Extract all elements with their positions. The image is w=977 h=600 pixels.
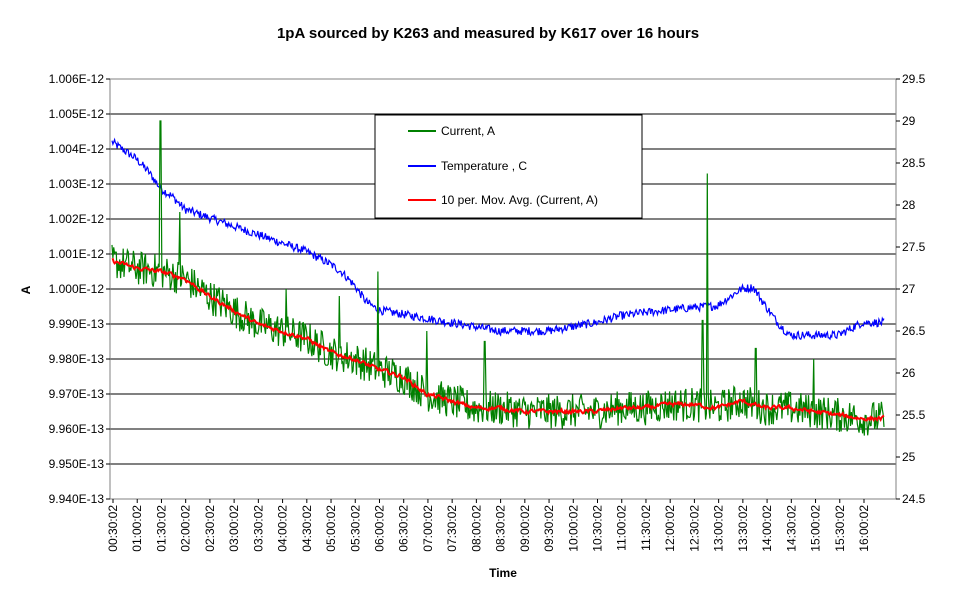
x-tick-label: 13:00:02: [712, 505, 726, 552]
x-tick-label: 02:00:02: [179, 505, 193, 552]
x-tick-label: 00:30:02: [106, 505, 120, 552]
chart-title: 1pA sourced by K263 and measured by K617…: [277, 25, 699, 42]
x-tick-label: 07:00:02: [421, 505, 435, 552]
y2-tick-label: 28.5: [902, 156, 926, 170]
y-tick-label: 1.006E-12: [49, 72, 105, 86]
x-tick-label: 13:30:02: [736, 505, 750, 552]
x-tick-label: 14:00:02: [760, 505, 774, 552]
y2-tick-label: 27.5: [902, 240, 926, 254]
y2-tick-label: 29: [902, 114, 916, 128]
x-tick-label: 03:00:02: [227, 505, 241, 552]
y2-tick-label: 26: [902, 366, 916, 380]
x-tick-label: 08:00:02: [469, 505, 483, 552]
x-tick-label: 02:30:02: [203, 505, 217, 552]
y-tick-label: 9.990E-13: [49, 317, 105, 331]
y-tick-label: 9.970E-13: [49, 387, 105, 401]
x-tick-label: 01:00:02: [130, 505, 144, 552]
y2-tick-label: 29.5: [902, 72, 926, 86]
x-axis-title: Time: [489, 566, 517, 580]
y-tick-label: 9.960E-13: [49, 422, 105, 436]
x-tick-label: 09:00:02: [518, 505, 532, 552]
legend-label-temperature: Temperature , C: [441, 159, 527, 173]
x-tick-label: 04:30:02: [300, 505, 314, 552]
y-tick-label: 1.000E-12: [49, 282, 105, 296]
y2-tick-label: 27: [902, 282, 916, 296]
x-tick-label: 03:30:02: [251, 505, 265, 552]
x-axis-ticks: 00:30:02 01:00:02 01:30:02 02:00:02 02:30:02…: [106, 499, 871, 552]
series-line: [111, 257, 885, 422]
x-tick-label: 10:00:02: [566, 505, 580, 552]
x-tick-label: 05:30:02: [348, 505, 362, 552]
x-tick-label: 07:30:02: [445, 505, 459, 552]
y-tick-label: 9.950E-13: [49, 457, 105, 471]
y2-tick-label: 26.5: [902, 324, 926, 338]
y-tick-label: 1.005E-12: [49, 107, 105, 121]
series-lines: [111, 120, 885, 436]
x-tick-label: 11:00:02: [615, 505, 629, 551]
y-tick-label: 1.001E-12: [49, 247, 105, 261]
y-tick-label: 1.003E-12: [49, 177, 105, 191]
x-tick-label: 12:30:02: [687, 505, 701, 552]
left-axis-ticks: 9.940E-13 9.950E-13 9.960E-13 9.970E-13 9.98…: [49, 72, 110, 506]
y2-tick-label: 24.5: [902, 492, 926, 506]
series-line: [111, 137, 885, 341]
x-tick-label: 06:00:02: [372, 505, 386, 552]
x-tick-label: 12:00:02: [663, 505, 677, 552]
y-axis-title: A: [19, 285, 33, 294]
x-tick-label: 04:00:02: [276, 505, 290, 552]
y-tick-label: 9.980E-13: [49, 352, 105, 366]
x-tick-label: 10:30:02: [591, 505, 605, 552]
x-tick-label: 11:30:02: [639, 505, 653, 551]
y2-tick-label: 25: [902, 450, 916, 464]
legend: Current, A Temperature , C 10 per. Mov. …: [374, 114, 643, 219]
x-tick-label: 06:30:02: [397, 505, 411, 552]
x-tick-label: 15:00:02: [809, 505, 823, 552]
legend-label-current: Current, A: [441, 124, 495, 138]
x-tick-label: 14:30:02: [784, 505, 798, 552]
y-tick-label: 1.004E-12: [49, 142, 105, 156]
x-tick-label: 09:30:02: [542, 505, 556, 552]
x-tick-label: 16:00:02: [857, 505, 871, 552]
x-tick-label: 15:30:02: [833, 505, 847, 552]
x-tick-label: 05:00:02: [324, 505, 338, 552]
y2-tick-label: 25.5: [902, 408, 926, 422]
x-tick-label: 08:30:02: [494, 505, 508, 552]
y-tick-label: 1.002E-12: [49, 212, 105, 226]
right-axis-ticks: 24.5 25 25.5 26 26.5 27 27.5 28 28.5 29 29.5: [896, 72, 926, 506]
y2-tick-label: 28: [902, 198, 916, 212]
x-tick-label: 01:30:02: [154, 505, 168, 552]
y-tick-label: 9.940E-13: [49, 492, 105, 506]
legend-label-moving-average: 10 per. Mov. Avg. (Current, A): [441, 193, 598, 207]
